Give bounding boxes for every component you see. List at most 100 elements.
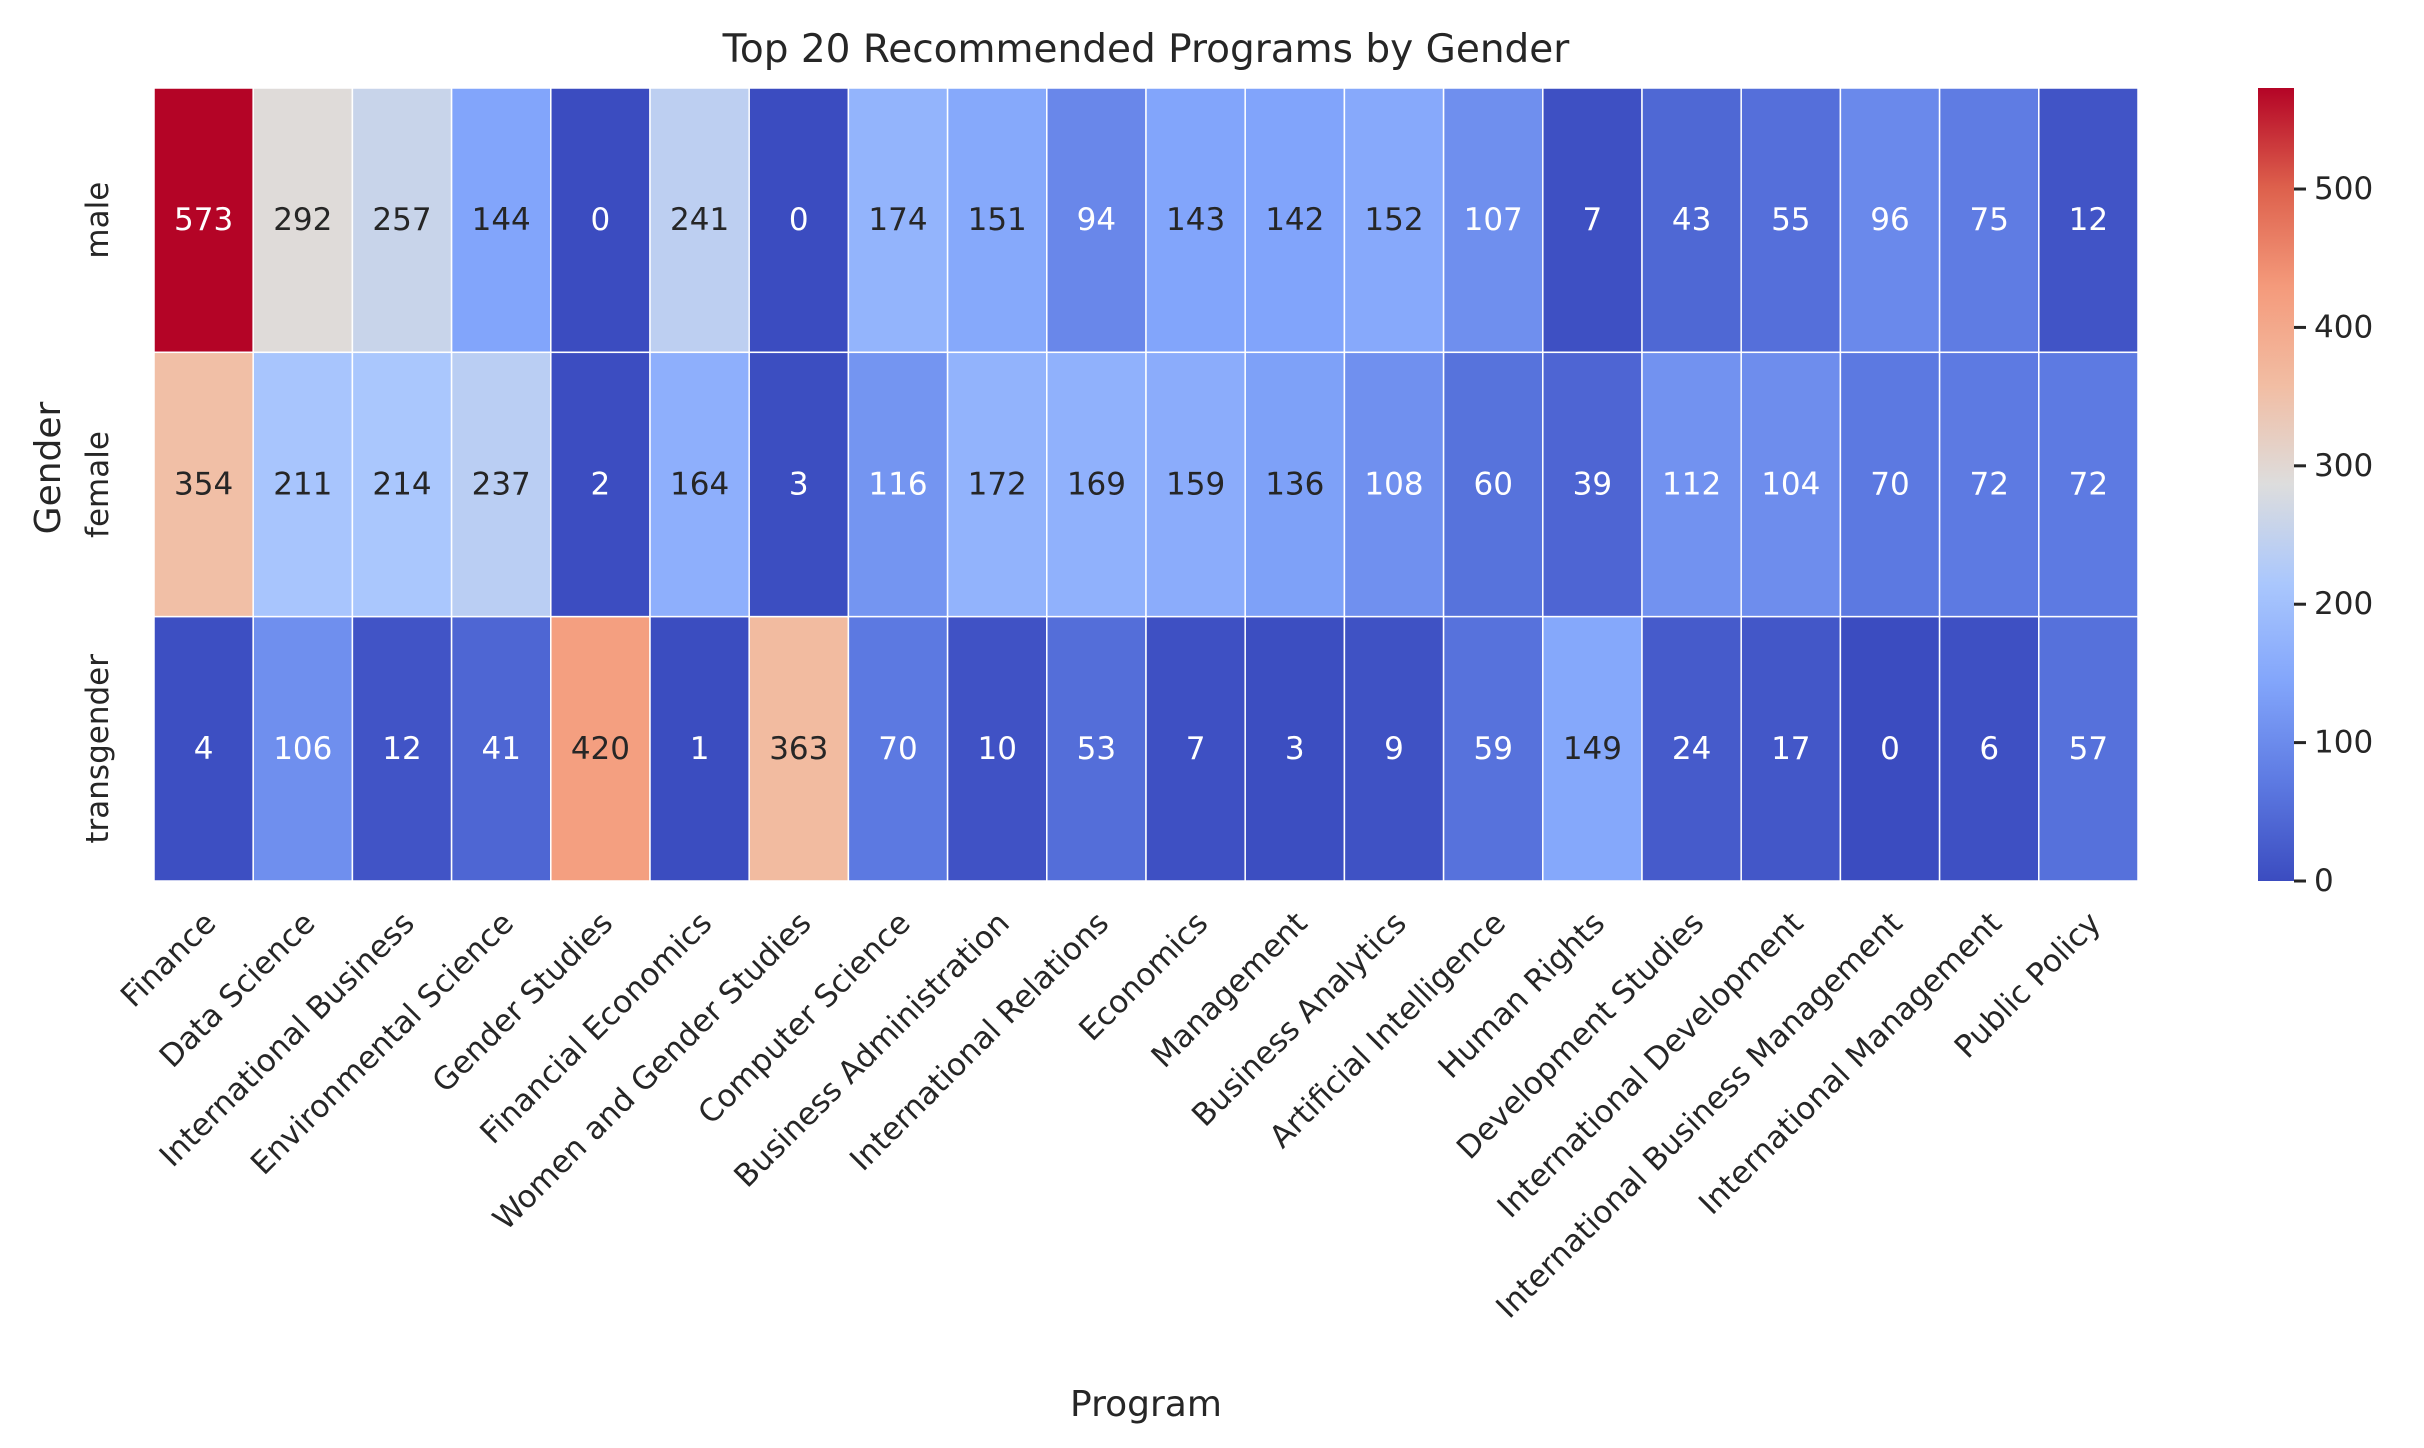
cell-value-label: 10 [977, 731, 1016, 767]
cell-value-label: 17 [1771, 731, 1810, 767]
heatmap-cell [1442, 87, 1544, 354]
colorbar-tick-label: 300 [2314, 448, 2373, 484]
heatmap-cell [1046, 87, 1147, 354]
heatmap-cell [649, 87, 750, 354]
heatmap-cell [550, 615, 651, 882]
cell-value-label: 363 [769, 731, 828, 767]
cell-value-label: 292 [273, 202, 332, 238]
heatmap-cell [1145, 351, 1246, 618]
cell-value-label: 6 [1979, 731, 1999, 767]
colorbar-tick-label: 500 [2314, 171, 2373, 207]
cell-value-label: 241 [670, 202, 729, 238]
heatmap-cell [2038, 615, 2139, 882]
heatmap-cell [450, 87, 552, 354]
cell-value-label: 108 [1364, 467, 1423, 503]
cell-value-label: 43 [1672, 202, 1711, 238]
cell-value-label: 1 [690, 731, 710, 767]
cell-value-label: 75 [1969, 202, 2008, 238]
cell-value-label: 149 [1563, 731, 1622, 767]
heatmap-cell [2038, 87, 2139, 354]
colorbar-tick-label: 400 [2314, 309, 2373, 345]
cell-value-label: 72 [1969, 467, 2008, 503]
cell-value-label: 7 [1186, 731, 1206, 767]
cell-value-label: 0 [591, 202, 611, 238]
heatmap-cell [351, 615, 453, 882]
y-axis-label: Gender [28, 401, 69, 534]
heatmap-cells: 573 292 257 144 0 241 0 174 151 94 143 142 152 107 7 43… [153, 87, 2139, 882]
heatmap-cell [153, 351, 254, 618]
cell-value-label: 112 [1662, 467, 1721, 503]
heatmap-cell [1343, 87, 1445, 354]
cell-value-label: 7 [1583, 202, 1603, 238]
cell-value-label: 9 [1384, 731, 1404, 767]
cell-value-label: 0 [789, 202, 809, 238]
colorbar-tick-label: 200 [2314, 586, 2373, 622]
cell-value-label: 72 [2069, 467, 2108, 503]
y-tick-label: male [80, 182, 116, 259]
x-tick-label: Human Rights [1431, 905, 1612, 1086]
cell-value-label: 174 [868, 202, 927, 238]
cell-value-label: 136 [1265, 467, 1324, 503]
cell-value-label: 164 [670, 467, 729, 503]
y-tick-labels: male female transgender [80, 182, 116, 844]
heatmap-cell [1740, 615, 1842, 882]
cell-value-label: 2 [591, 467, 611, 503]
colorbar-ticks: 0 100 200 300 400 500 [2294, 171, 2373, 899]
heatmap-cell [847, 615, 949, 882]
cell-value-label: 257 [372, 202, 431, 238]
cell-value-label: 70 [1870, 467, 1909, 503]
heatmap-cell [1839, 351, 1941, 618]
cell-value-label: 70 [878, 731, 917, 767]
heatmap-cell [2038, 351, 2139, 618]
heatmap-cell [153, 87, 254, 354]
cell-value-label: 94 [1077, 202, 1116, 238]
heatmap-cell [1046, 615, 1147, 882]
heatmap-cell [351, 87, 453, 354]
heatmap-cell [1938, 615, 2040, 882]
heatmap-cell [252, 351, 354, 618]
cell-value-label: 39 [1573, 467, 1612, 503]
heatmap-cell [748, 615, 850, 882]
cell-value-label: 214 [372, 467, 431, 503]
heatmap-cell [946, 351, 1048, 618]
heatmap-cell [351, 351, 453, 618]
cell-value-label: 142 [1265, 202, 1324, 238]
colorbar-tick-label: 100 [2314, 725, 2373, 761]
cell-value-label: 12 [382, 731, 421, 767]
heatmap-cell [1244, 87, 1346, 354]
cell-value-label: 41 [481, 731, 520, 767]
heatmap-cell [550, 87, 651, 354]
heatmap-cell [1740, 87, 1842, 354]
chart-title: Top 20 Recommended Programs by Gender [722, 27, 1571, 72]
cell-value-label: 96 [1870, 202, 1909, 238]
colorbar-tick-label: 0 [2314, 863, 2334, 899]
heatmap-cell [550, 351, 651, 618]
cell-value-label: 237 [472, 467, 531, 503]
x-axis-label: Program [1070, 1384, 1222, 1425]
cell-value-label: 12 [2069, 202, 2108, 238]
heatmap-cell [1839, 615, 1941, 882]
heatmap-cell [1641, 87, 1742, 354]
cell-value-label: 169 [1067, 467, 1126, 503]
cell-value-label: 116 [868, 467, 927, 503]
heatmap-cell [1641, 615, 1742, 882]
cell-value-label: 172 [968, 467, 1027, 503]
heatmap-cell [1145, 615, 1246, 882]
y-tick-label: transgender [80, 654, 116, 844]
cell-value-label: 3 [1285, 731, 1305, 767]
cell-value-label: 151 [968, 202, 1027, 238]
heatmap-cell [1542, 87, 1643, 354]
heatmap-cell [649, 615, 750, 882]
cell-value-label: 143 [1166, 202, 1225, 238]
heatmap-cell [946, 615, 1048, 882]
cell-value-label: 211 [273, 467, 332, 503]
cell-value-label: 57 [2069, 731, 2108, 767]
cell-value-label: 159 [1166, 467, 1225, 503]
cell-value-label: 573 [174, 202, 233, 238]
heatmap-cell [748, 351, 850, 618]
heatmap-cell [252, 87, 354, 354]
cell-value-label: 420 [571, 731, 630, 767]
cell-value-label: 4 [194, 731, 214, 767]
heatmap-cell [847, 351, 949, 618]
y-tick-label: female [80, 431, 116, 538]
